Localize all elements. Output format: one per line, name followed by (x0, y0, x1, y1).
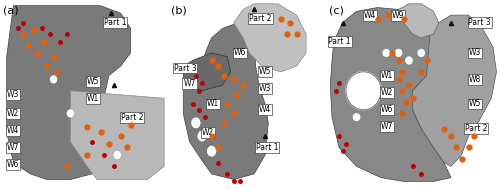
Text: (b): (b) (170, 6, 186, 16)
Text: (a): (a) (4, 6, 19, 16)
Text: W6: W6 (381, 105, 394, 114)
Text: W8: W8 (468, 75, 481, 84)
Text: W1: W1 (207, 99, 219, 108)
Text: W3: W3 (468, 48, 481, 57)
Text: W7: W7 (6, 143, 19, 152)
Circle shape (346, 72, 381, 110)
Text: W9: W9 (392, 11, 404, 20)
Circle shape (50, 76, 56, 83)
Text: W1: W1 (87, 94, 100, 103)
Polygon shape (70, 91, 164, 180)
Text: W2: W2 (202, 128, 214, 137)
Text: Part 1: Part 1 (256, 143, 278, 152)
Text: W4: W4 (259, 105, 271, 114)
Circle shape (208, 146, 216, 156)
Text: W6: W6 (6, 160, 19, 169)
Polygon shape (398, 4, 439, 38)
Polygon shape (6, 6, 130, 180)
Circle shape (114, 152, 120, 158)
Circle shape (406, 57, 412, 64)
Text: Part 3: Part 3 (468, 18, 491, 27)
Text: (c): (c) (328, 6, 344, 16)
Text: Part 1: Part 1 (328, 37, 351, 46)
Text: Part 2: Part 2 (120, 113, 143, 122)
Text: Part 3: Part 3 (174, 64, 197, 73)
Circle shape (396, 50, 402, 56)
Text: W5: W5 (259, 67, 271, 76)
Circle shape (418, 50, 424, 56)
Text: W5: W5 (468, 99, 481, 108)
Circle shape (192, 118, 200, 128)
Polygon shape (183, 53, 230, 91)
Text: W6: W6 (234, 48, 246, 57)
Text: Part 2: Part 2 (250, 14, 272, 23)
Text: W1: W1 (381, 71, 393, 80)
Polygon shape (330, 8, 451, 181)
Text: W7: W7 (381, 122, 394, 131)
Text: W4: W4 (364, 11, 376, 20)
Text: W2: W2 (381, 88, 393, 97)
Text: W3: W3 (6, 90, 19, 99)
Text: W7: W7 (183, 79, 196, 88)
Polygon shape (234, 4, 306, 72)
Text: W5: W5 (87, 77, 100, 86)
Text: W2: W2 (6, 109, 19, 118)
Circle shape (198, 131, 206, 141)
Text: Part 2: Part 2 (465, 124, 487, 133)
Circle shape (68, 110, 73, 117)
Text: W4: W4 (6, 126, 19, 135)
Text: W3: W3 (259, 84, 271, 93)
Polygon shape (412, 15, 496, 166)
Text: Part 1: Part 1 (104, 18, 126, 27)
Circle shape (354, 114, 360, 121)
Circle shape (383, 50, 390, 56)
Polygon shape (183, 23, 268, 180)
